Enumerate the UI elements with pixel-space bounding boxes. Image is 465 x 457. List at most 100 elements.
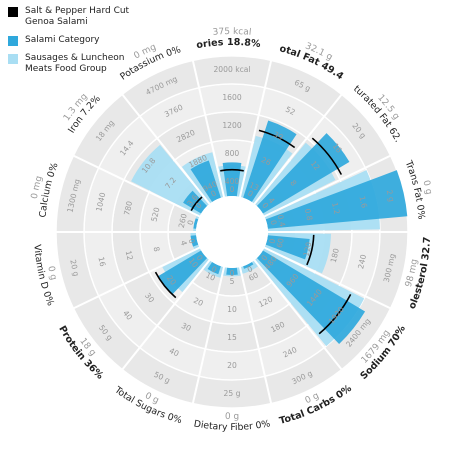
- tick-label: 2 g: [385, 189, 396, 203]
- segment-divider: [239, 266, 273, 404]
- tick-label: 4: [179, 240, 189, 247]
- segment-max-label: 0 g: [420, 179, 433, 195]
- tick-label: 2000 kcal: [213, 65, 250, 74]
- tick-label: 12: [124, 250, 135, 262]
- segment-label: Calories 18.8% DV*: [0, 0, 265, 51]
- tick-label: 20 g: [68, 259, 81, 278]
- tick-label: 10: [204, 270, 217, 282]
- segment-label: Dietary Fiber 0%: [193, 418, 271, 433]
- tick-label: 180: [329, 247, 341, 263]
- zero-tick-label: 0: [210, 264, 218, 274]
- item-marker: [190, 196, 203, 211]
- tick-label: 1600: [222, 93, 241, 102]
- segment-max-label-text: 375 kcal: [212, 27, 251, 38]
- category-bar: [222, 162, 242, 197]
- segment-divider: [72, 246, 200, 310]
- center-hole: [196, 196, 268, 268]
- category-bar: [256, 250, 366, 345]
- category-bar: [190, 235, 199, 247]
- tick-label: 780: [122, 200, 134, 216]
- item-marker: [318, 293, 352, 335]
- tick-label: 260: [177, 213, 189, 229]
- legend-item: Salami Category: [8, 35, 135, 46]
- legend: Salt & Pepper Hard Cut Genoa Salami Salam…: [8, 6, 135, 82]
- segment-label-text: Dietary Fiber 0%: [193, 418, 271, 433]
- segment-max-label-text: 0 g: [45, 265, 58, 281]
- tick-label: 39: [272, 130, 285, 142]
- tick-label: 20: [227, 361, 237, 370]
- tick-label: 400: [225, 177, 240, 186]
- segment-max-label: 375 kcal: [212, 27, 251, 38]
- legend-label: Salami Category: [25, 35, 100, 45]
- tick-label: 8: [288, 178, 298, 188]
- tick-label: 52: [284, 105, 297, 117]
- tick-label: 1.2: [330, 201, 341, 215]
- category-bar: [243, 262, 254, 269]
- tick-label: 25 g: [224, 389, 241, 398]
- legend-item: Sausages & Luncheon Meats Food Group: [8, 53, 135, 75]
- zero-tick-label: 0: [259, 253, 269, 263]
- category-bar: [226, 267, 238, 276]
- zero-tick-label: 0: [187, 238, 197, 245]
- tick-label: 26: [260, 155, 273, 167]
- segment-divider: [121, 259, 211, 371]
- zero-tick-label: 0: [195, 253, 205, 263]
- tick-label: 0.8: [303, 208, 314, 222]
- segment-divider: [253, 259, 343, 371]
- tick-label: 13: [248, 180, 261, 192]
- tick-label: 120: [302, 241, 314, 257]
- category-bar: [183, 190, 208, 214]
- zero-tick-label: 0: [194, 201, 204, 211]
- segment-max-label-text: 0 g: [420, 179, 433, 195]
- tick-label: 800: [225, 149, 240, 158]
- tick-label: 30: [180, 321, 193, 333]
- category-bar: [207, 262, 221, 275]
- item-marker: [306, 234, 315, 266]
- item-marker: [258, 129, 296, 149]
- segment-divider: [264, 246, 392, 310]
- tick-label: 20: [192, 296, 205, 308]
- item-marker: [311, 137, 343, 175]
- item-marker: [220, 168, 244, 172]
- legend-swatch: [8, 36, 18, 46]
- tick-label: 5: [230, 277, 235, 286]
- legend-label: Salt & Pepper Hard Cut Genoa Salami: [25, 6, 130, 27]
- tick-label: 60: [275, 237, 286, 249]
- item-marker: [154, 271, 177, 299]
- zero-tick-label: 0: [246, 264, 254, 274]
- segment-max-label: 0 g: [45, 265, 58, 281]
- tick-label: 15: [227, 333, 237, 342]
- segment-divider: [121, 93, 211, 205]
- tick-label: 16: [96, 256, 107, 268]
- legend-swatch: [8, 7, 18, 17]
- tick-label: 40: [168, 346, 181, 358]
- category-bar: [265, 170, 408, 229]
- category-bar: [193, 218, 199, 229]
- segment-divider: [239, 60, 273, 198]
- tick-label: 4: [266, 196, 276, 206]
- legend-item: Salt & Pepper Hard Cut Genoa Salami: [8, 6, 135, 28]
- tick-label: 1040: [94, 191, 107, 212]
- food-group-bar: [240, 260, 259, 274]
- zero-tick-label: 0: [268, 238, 278, 245]
- tick-label: 10: [227, 305, 237, 314]
- zero-tick-label: 0: [186, 219, 196, 226]
- segment-divider: [191, 60, 225, 198]
- zero-tick-label: 0: [209, 189, 217, 199]
- zero-tick-label: 0: [230, 269, 235, 278]
- category-bar: [190, 160, 221, 202]
- tick-label: 240: [356, 253, 368, 269]
- legend-label: Sausages & Luncheon Meats Food Group: [25, 53, 125, 74]
- tick-label: 60: [247, 270, 260, 282]
- tick-label: 1.6: [357, 195, 368, 209]
- tick-label: 8: [152, 246, 162, 253]
- segment-max-label: 0 g: [225, 412, 239, 422]
- zero-tick-label: 0: [269, 219, 279, 226]
- segment-divider: [253, 93, 343, 205]
- legend-swatch: [8, 54, 18, 64]
- tick-label: 0.4: [276, 214, 287, 228]
- zero-tick-label: 0: [230, 185, 235, 194]
- segment-divider: [72, 154, 200, 218]
- segment-max-label-text: 0 g: [225, 412, 239, 422]
